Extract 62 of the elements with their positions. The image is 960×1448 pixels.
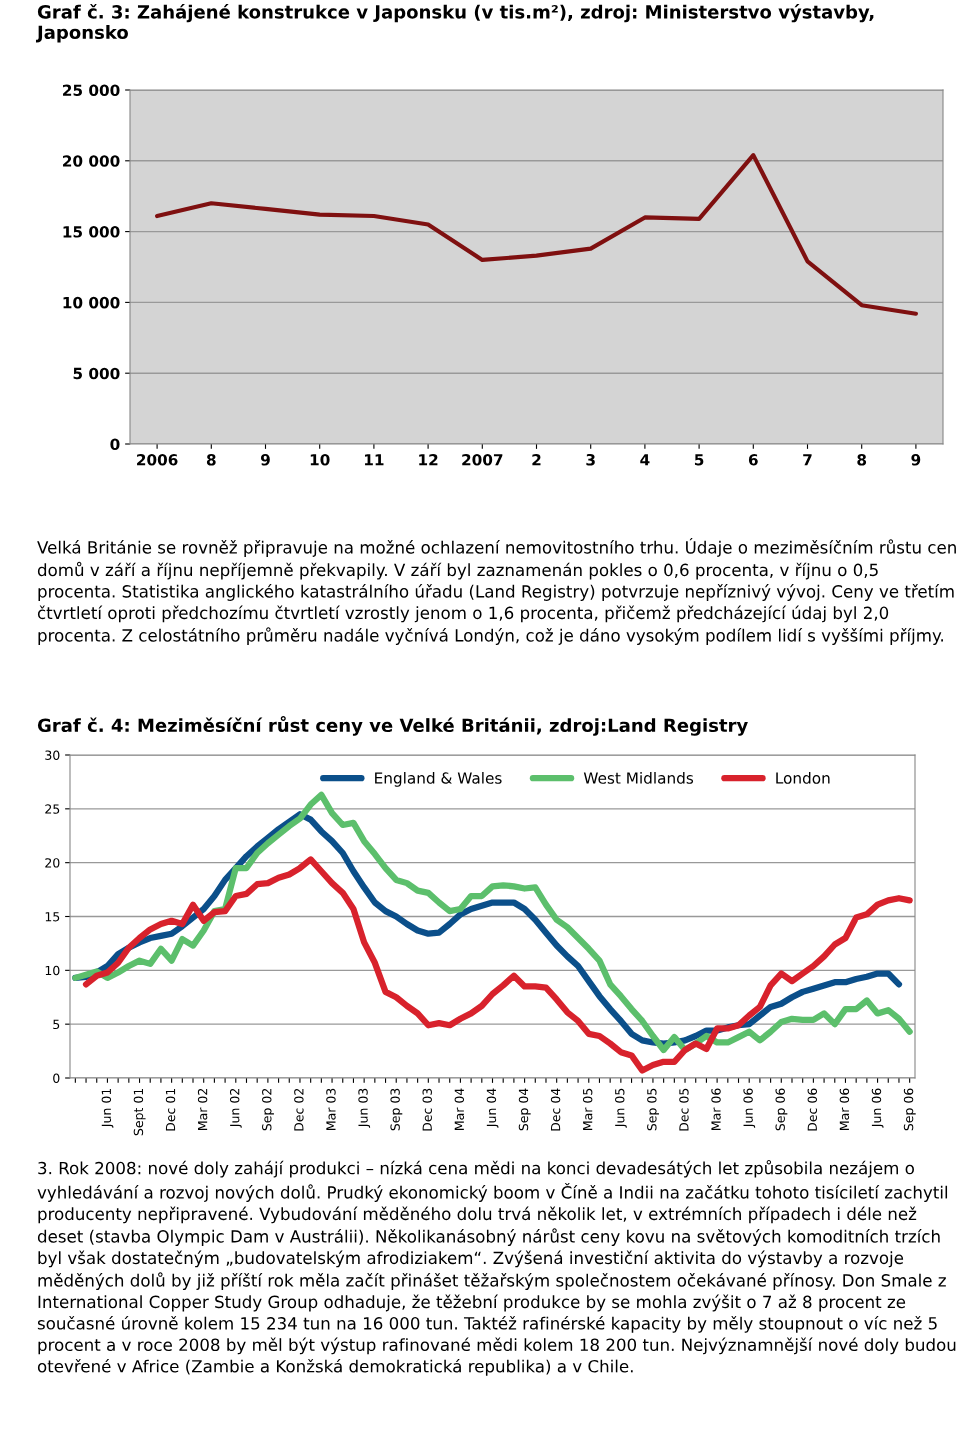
- x-tick-label: Jun 06: [871, 1088, 884, 1128]
- x-tick-label: Dec 01: [165, 1088, 176, 1131]
- x-tick-label: Sep 02: [262, 1088, 274, 1131]
- x-tick-label: 11: [364, 454, 384, 466]
- x-tick-label: Dec 02: [294, 1088, 304, 1131]
- line-series: [155, 153, 918, 316]
- x-tick-label: Mar 05: [582, 1088, 593, 1130]
- x-tick-label: 6: [748, 454, 758, 466]
- x-tick-label: 7: [803, 454, 812, 466]
- x-tick-label: Jun 03: [358, 1088, 371, 1128]
- x-tick-label: Jun 01: [101, 1088, 114, 1128]
- y-tick-label: 25: [45, 804, 60, 814]
- x-tick-label: Mar 06: [711, 1088, 721, 1130]
- x-tick-label: 5: [694, 454, 704, 466]
- y-tick-label: 10: [45, 965, 60, 976]
- x-tick-label: 9: [260, 454, 270, 466]
- y-tick-label: 30: [45, 750, 60, 760]
- x-tick-label: Jun 04: [486, 1088, 499, 1128]
- chart-title: Graf č. 4: Meziměsíční růst ceny ve Velké Británii, zdroj:Land Registry: [37, 716, 748, 736]
- y-tick-label: 25 000: [63, 84, 120, 97]
- y-tick-label: 5: [53, 1019, 60, 1030]
- legend-label: West Midlands: [583, 771, 694, 784]
- x-tick-label: 2: [532, 453, 541, 466]
- x-tick-label: Mar 03: [326, 1088, 336, 1130]
- y-tick-label: 0: [53, 1073, 60, 1083]
- x-tick-label: Dec 03: [422, 1088, 432, 1131]
- x-tick-label: Jun 02: [229, 1088, 242, 1128]
- x-tick-label: Dec 04: [550, 1088, 561, 1131]
- x-tick-label: 2006: [137, 453, 178, 466]
- x-tick-label: Jun 05: [615, 1088, 627, 1128]
- x-tick-label: Sep 03: [390, 1088, 403, 1131]
- x-tick-label: Mar 06: [839, 1088, 850, 1130]
- y-tick-label: 5 000: [73, 367, 120, 380]
- x-tick-label: Sep 06: [903, 1088, 916, 1131]
- y-tick-label: 20: [45, 858, 60, 868]
- x-tick-label: 9: [911, 454, 921, 466]
- x-tick-label: Sep 05: [647, 1088, 659, 1131]
- x-tick-label: 8: [206, 453, 216, 466]
- x-tick-label: 3: [586, 453, 595, 466]
- legend-label: London: [776, 771, 830, 784]
- x-tick-label: 10: [310, 453, 330, 466]
- y-tick-label: 10 000: [63, 296, 120, 309]
- x-tick-label: Sept 01: [133, 1088, 146, 1136]
- y-tick-label: 15: [45, 912, 60, 922]
- text: Velká Británie se rovněž připravuje na možné ochlazení nemovitostního trhu. Údaje o meziměsíčním růstu cen domů v září a říjnu nepříjemně překvapily. V září byl zaznamenán pokles o 0,6 procenta, v říjnu o 0,5 procenta. Statistika anglického katastrálního úřadu (Land Registry) potvrzuje nepříznivý vývoj. Ceny ve třetím čtvrtletí oproti předchozímu čtvrtletí vzrostly jenom o 1,6 procenta, přičemž předcházející údaj byl 2,0 procenta. Z celostátního průměru nadále vyčnívá Londýn, což je dáno vysokým podílem lidí s vyššími příjmy.: [37, 538, 956, 645]
- x-tick-label: Sep 06: [775, 1088, 788, 1131]
- text: 3. Rok 2008: nové doly zahájí produkci – nízká cena mědi na konci devadesátých let způsobila nezájem o vyhledávání a rozvoj nových dolů. Prudký ekonomický boom v Číně a Indii na začátku tohoto tisíciletí zachytil producenty nepřipravené. Vybudování měděného dolu trvá několik let, v extrémních případech i déle než deset (stavba Olympic Dam v Austrálii). Několikanásobný nárůst ceny kovu na světových komoditních trzích byl však dostatečným „budovatelským afrodiziakem“. Zvýšená investiční aktivita do výstavby a rozvoje měděných dolů by již příští rok měla začít přinášet těžařským společnostem očekávané přínosy. Don Smale z International Copper Study Group odhaduje, že těžební produkce by se mohla zvýšit o 7 až 8 procent ze současné úrovně kolem 15 234 tun na 16 000 tun. Taktéž rafinérské kapacity by měly stoupnout o víc než 5 procent a v roce 2008 by měl být výstup rafinované mědi kolem 18 200 tun. Nejvýznamnější nové doly budou otevřené v Africe (Zambie a Konžská demokratická republika) a v Chile.: [37, 1160, 956, 1376]
- chart-title: Graf č. 3: Zahájené konstrukce v Japonsku (v tis.m²), zdroj: Ministerstvo výstavby, Japonsko: [35, 4, 874, 43]
- x-tick-label: Jun 06: [743, 1088, 756, 1128]
- x-tick-label: 8: [857, 453, 867, 466]
- x-tick-label: Dec 05: [679, 1088, 689, 1131]
- y-tick-label: 20 000: [63, 155, 120, 167]
- x-tick-label: Dec 06: [807, 1088, 818, 1131]
- x-tick-label: Sep 04: [518, 1088, 531, 1131]
- x-tick-label: 12: [419, 453, 438, 466]
- y-tick-label: 0: [110, 438, 120, 451]
- legend-label: England & Wales: [375, 771, 502, 787]
- x-tick-label: Mar 02: [197, 1088, 208, 1130]
- x-tick-label: Mar 04: [454, 1088, 465, 1130]
- x-tick-label: 4: [640, 454, 650, 466]
- y-tick-label: 15 000: [63, 226, 120, 238]
- x-tick-label: 2007: [462, 453, 503, 466]
